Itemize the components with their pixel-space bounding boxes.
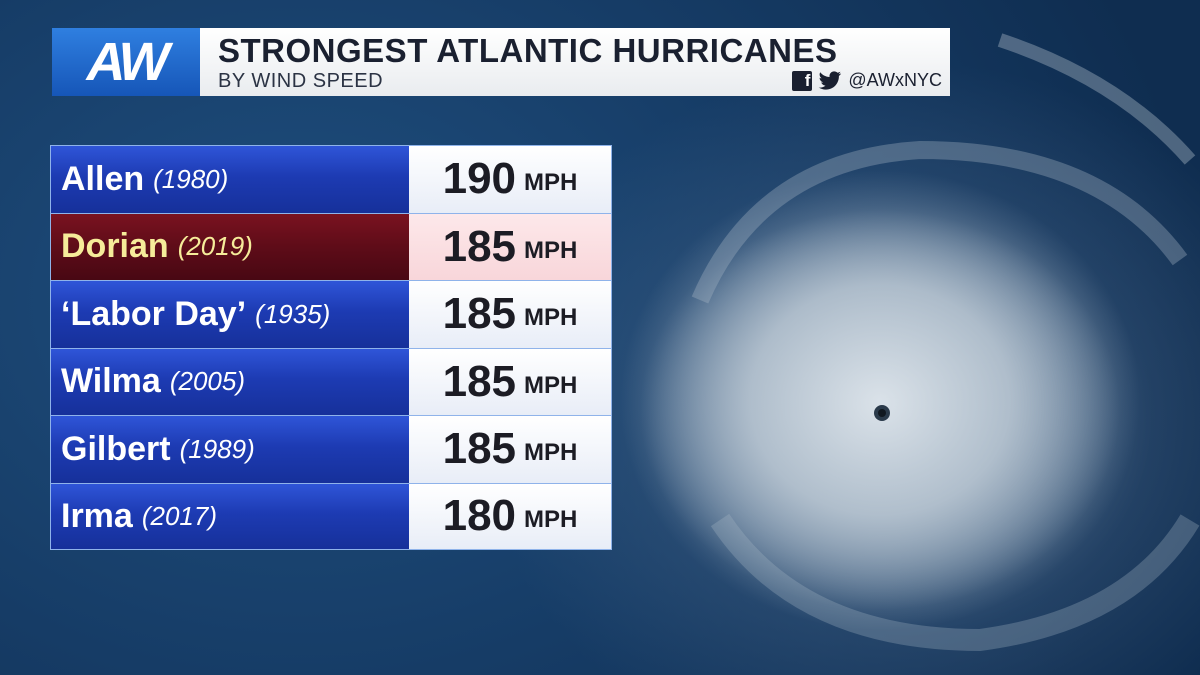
wind-speed-cell: 185 MPH — [409, 281, 611, 348]
wind-speed-unit: MPH — [524, 169, 578, 197]
aw-logo: AW — [52, 28, 200, 96]
hurricane-name-cell: ‘Labor Day’ (1935) — [51, 281, 409, 348]
wind-speed-cell: 185 MPH — [409, 348, 611, 415]
title-box: STRONGEST ATLANTIC HURRICANES BY WIND SP… — [200, 28, 950, 96]
table-row: ‘Labor Day’ (1935) 185 MPH — [50, 280, 612, 348]
hurricane-year: (2005) — [169, 366, 245, 397]
wind-speed-cell: 190 MPH — [409, 146, 611, 213]
wind-speed-value: 190 — [442, 154, 517, 204]
chart-title: STRONGEST ATLANTIC HURRICANES — [218, 32, 838, 69]
hurricane-name-cell: Allen (1980) — [51, 146, 409, 213]
table-row: Allen (1980) 190 MPH — [50, 145, 612, 213]
wind-speed-unit: MPH — [524, 371, 578, 399]
hurricane-year: (1935) — [255, 298, 331, 329]
wind-speed-unit: MPH — [524, 439, 578, 467]
twitter-icon — [819, 70, 842, 90]
wind-speed-cell: 180 MPH — [409, 483, 611, 549]
wind-speed-unit: MPH — [524, 236, 578, 264]
wind-speed-value: 185 — [442, 424, 517, 474]
hurricane-name: Dorian — [61, 227, 169, 266]
hurricane-year: (2019) — [177, 231, 253, 262]
social-handles: f @AWxNYC — [792, 70, 942, 91]
wind-speed-unit: MPH — [524, 506, 578, 534]
table-row: Wilma (2005) 185 MPH — [50, 347, 612, 415]
wind-speed-value: 185 — [442, 356, 517, 406]
table-row: Gilbert (1989) 185 MPH — [50, 415, 612, 483]
wind-speed-cell: 185 MPH — [409, 416, 611, 483]
hurricane-name: Gilbert — [61, 429, 171, 468]
hurricane-name: Allen — [61, 159, 145, 198]
hurricane-name-cell: Wilma (2005) — [51, 348, 409, 415]
facebook-icon: f — [792, 70, 813, 91]
wind-speed-unit: MPH — [524, 304, 578, 332]
table-row: Dorian (2019) 185 MPH — [50, 212, 612, 280]
hurricane-name: Irma — [61, 496, 133, 535]
table-row: Irma (2017) 180 MPH — [50, 482, 612, 550]
hurricane-name-cell: Gilbert (1989) — [51, 416, 409, 483]
header-banner: AW STRONGEST ATLANTIC HURRICANES BY WIND… — [52, 28, 950, 96]
twitter-handle: @AWxNYC — [848, 70, 942, 90]
hurricane-year: (1989) — [179, 433, 255, 464]
logo-text: AW — [86, 32, 170, 92]
hurricane-name-cell: Irma (2017) — [51, 483, 409, 549]
hurricane-name: Wilma — [61, 362, 161, 401]
wind-speed-cell: 185 MPH — [409, 213, 611, 280]
chart-subtitle: BY WIND SPEED — [218, 70, 384, 92]
hurricane-year: (2017) — [141, 500, 217, 531]
hurricane-table: Allen (1980) 190 MPH Dorian (2019) 185 MPH ‘Labo… — [50, 145, 612, 550]
wind-speed-value: 185 — [442, 221, 517, 271]
hurricane-year: (1980) — [153, 163, 229, 194]
hurricane-name-cell: Dorian (2019) — [51, 213, 409, 280]
hurricane-name: ‘Labor Day’ — [61, 294, 247, 333]
wind-speed-value: 185 — [442, 289, 517, 339]
wind-speed-value: 180 — [442, 491, 517, 541]
